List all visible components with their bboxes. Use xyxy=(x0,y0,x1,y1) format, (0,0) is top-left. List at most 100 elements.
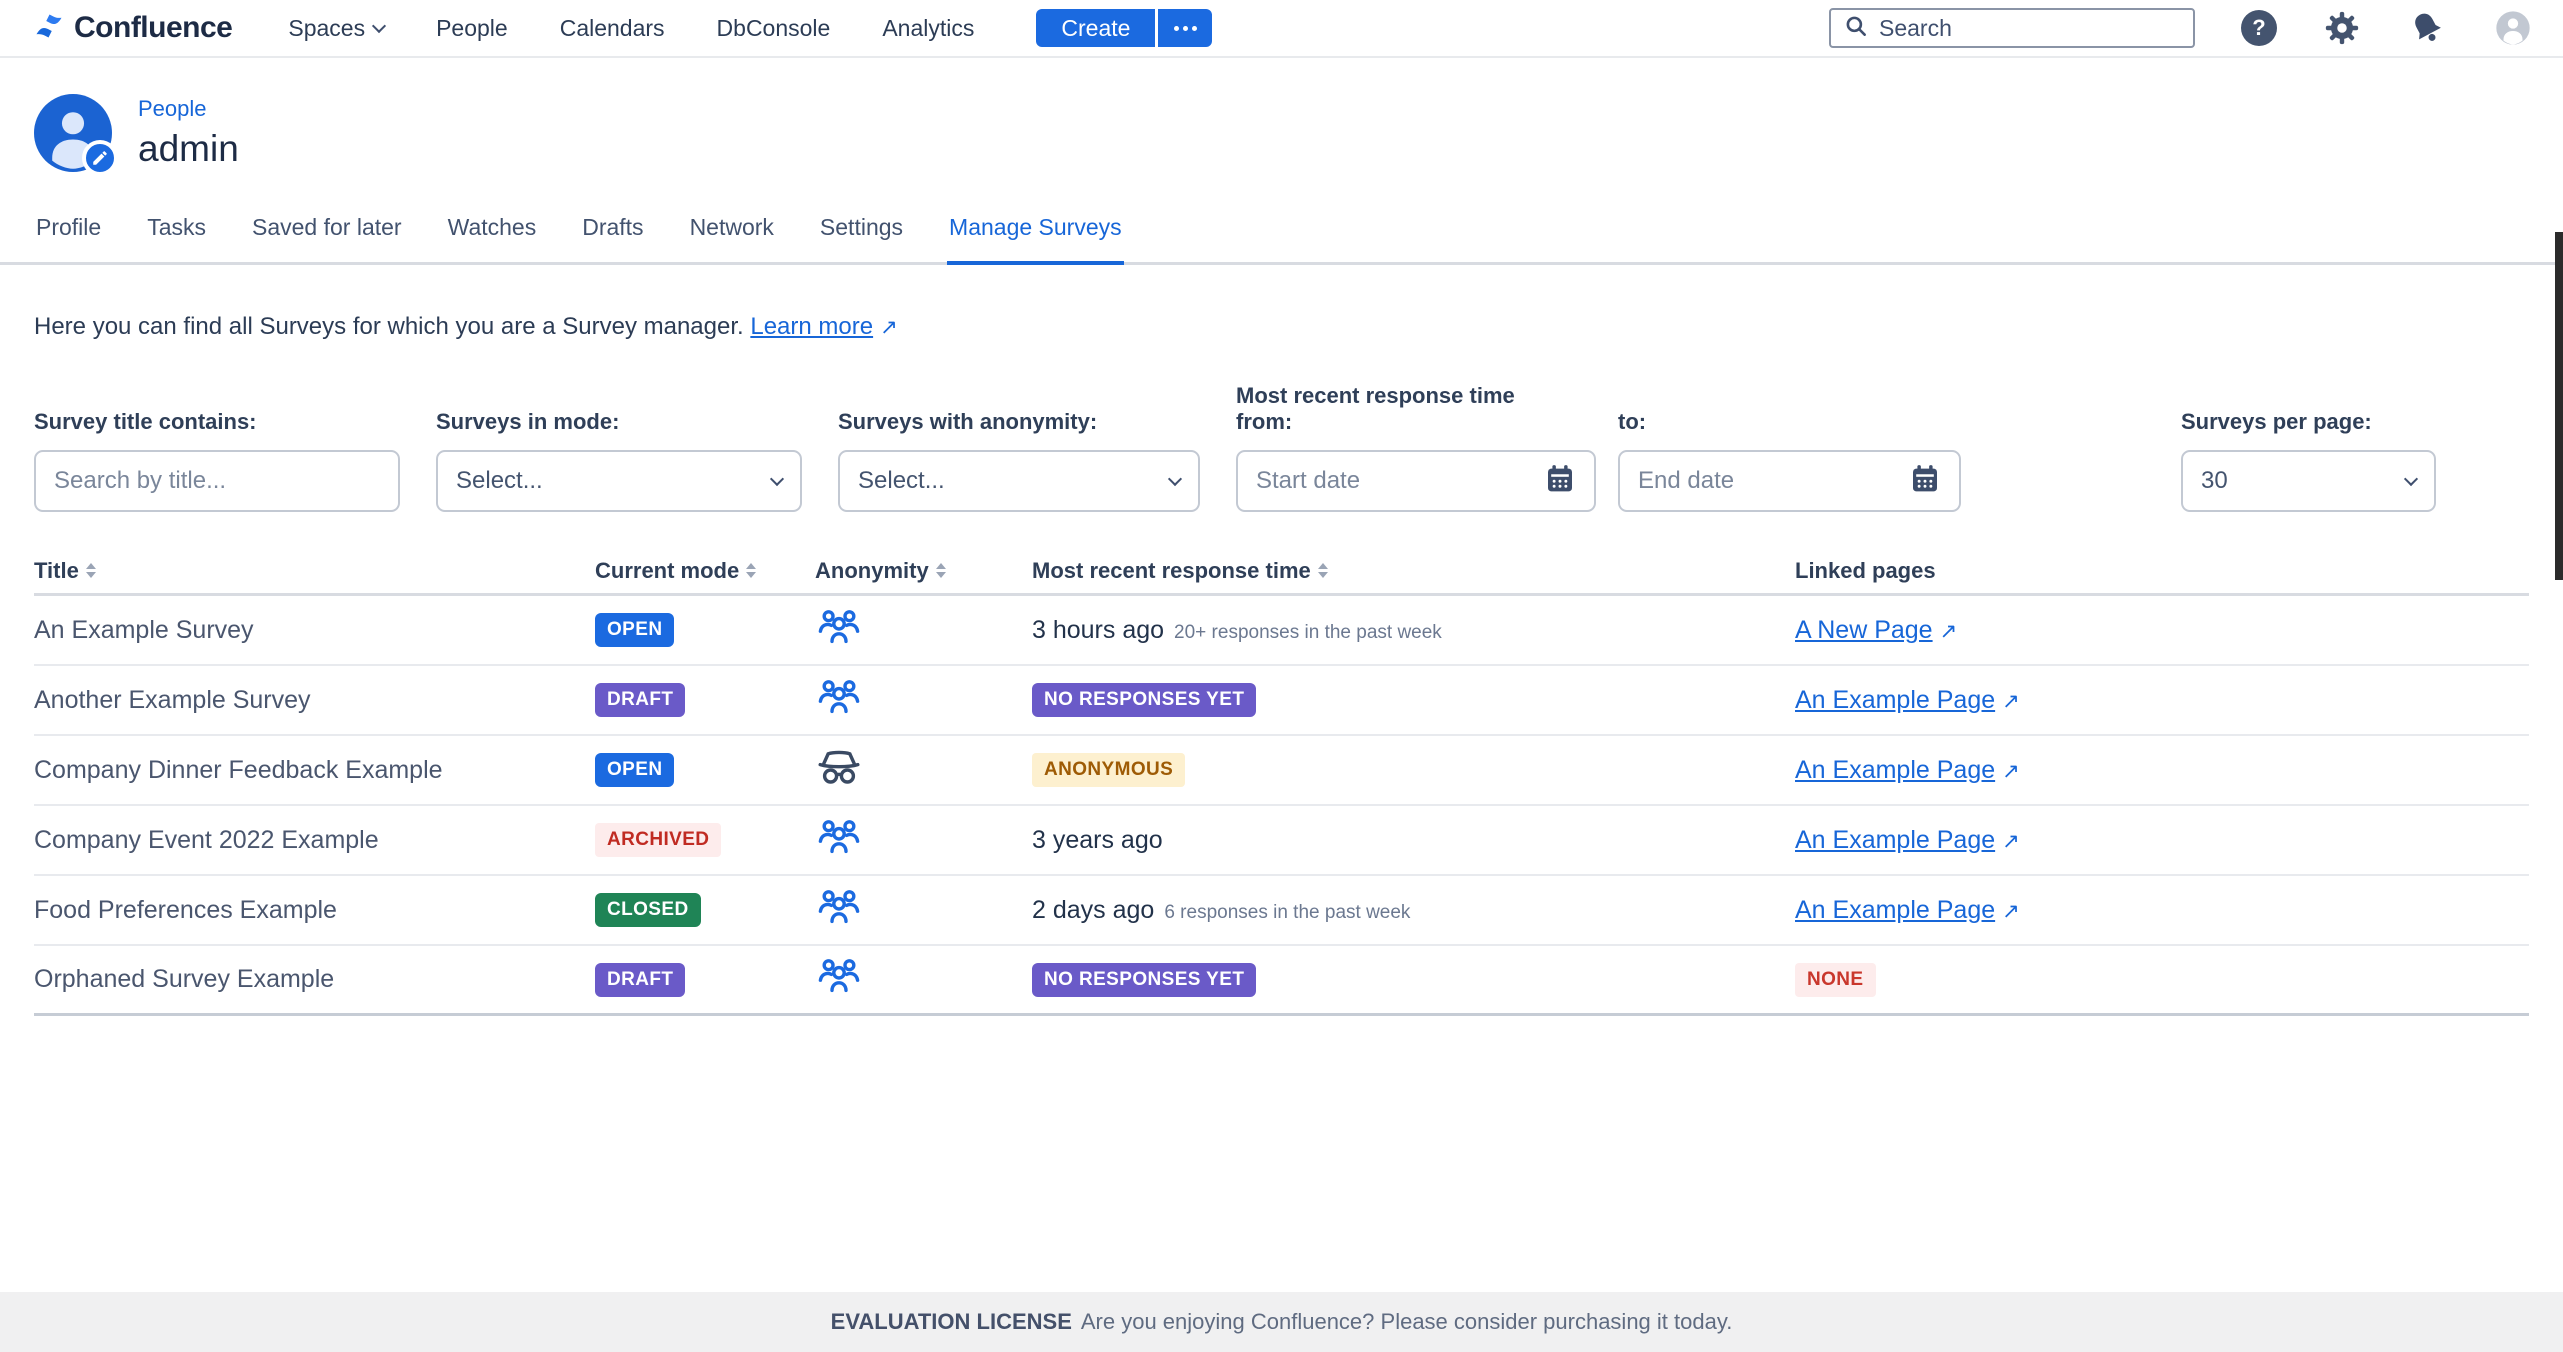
learn-more-link[interactable]: Learn more xyxy=(750,313,874,340)
survey-title: Food Preferences Example xyxy=(34,895,337,924)
survey-title: Orphaned Survey Example xyxy=(34,965,335,993)
filter-label: Surveys with anonymity: xyxy=(838,409,1098,434)
linked-page-link[interactable]: An Example Page xyxy=(1795,685,1996,714)
intro-sentence: Here you can find all Surveys for which … xyxy=(34,313,744,340)
end-date-input[interactable] xyxy=(1638,467,1897,495)
nav-item-dbconsole[interactable]: DbConsole xyxy=(716,14,831,41)
breadcrumb-people-link[interactable]: People xyxy=(138,96,207,121)
nav-item-calendars[interactable]: Calendars xyxy=(559,14,665,41)
notifications-bell-icon[interactable] xyxy=(2407,8,2447,48)
survey-title: Company Event 2022 Example xyxy=(34,825,379,854)
calendar-icon[interactable] xyxy=(1544,462,1576,501)
table-header-row: Title Current mode Anonymity Most recent… xyxy=(34,548,2529,596)
table-row: Orphaned Survey Example DRAFT NO RESPONS… xyxy=(34,946,2529,1016)
end-date-field xyxy=(1618,450,1961,512)
no-linked-page-badge: NONE xyxy=(1795,962,1876,997)
filter-label: from: xyxy=(1236,409,1293,434)
survey-title: An Example Survey xyxy=(34,615,254,644)
brand-name: Confluence xyxy=(74,11,233,44)
anonymity-select[interactable]: Select... xyxy=(838,450,1200,512)
vertical-scrollbar[interactable] xyxy=(2555,232,2563,580)
mode-badge: DRAFT xyxy=(595,683,686,717)
page-title-username: admin xyxy=(138,128,239,169)
response-time-text: 3 years ago xyxy=(1032,825,1163,854)
group-icon xyxy=(815,674,863,727)
sort-icon[interactable] xyxy=(1317,563,1328,578)
top-navigation-bar: Confluence Spaces People Calendars DbCon… xyxy=(0,0,2563,58)
tab-drafts[interactable]: Drafts xyxy=(582,214,644,240)
nav-item-analytics[interactable]: Analytics xyxy=(882,14,975,41)
create-button[interactable]: Create xyxy=(1036,9,1156,47)
per-page-select[interactable]: 30 xyxy=(2181,450,2436,512)
tab-network[interactable]: Network xyxy=(689,214,774,240)
tab-watches[interactable]: Watches xyxy=(447,214,537,240)
create-button-group: Create xyxy=(1036,9,1213,47)
confluence-logo[interactable]: Confluence xyxy=(34,11,233,46)
sort-icon[interactable] xyxy=(746,563,757,578)
filter-label: Survey title contains: xyxy=(34,409,257,434)
tab-profile[interactable]: Profile xyxy=(36,214,102,240)
tab-manage-surveys[interactable]: Manage Surveys xyxy=(947,214,1124,265)
title-search-field xyxy=(34,450,400,512)
tab-tasks[interactable]: Tasks xyxy=(147,214,206,240)
ellipsis-icon xyxy=(1173,25,1197,31)
profile-tabs-bar: Profile Tasks Saved for later Watches Dr… xyxy=(0,214,2563,265)
filter-label: Surveys in mode: xyxy=(436,409,620,434)
external-link-icon: ↗ xyxy=(2002,759,2020,783)
profile-avatar[interactable] xyxy=(34,94,118,176)
filter-mode: Surveys in mode: Select... xyxy=(436,409,802,512)
filter-to-date: to: xyxy=(1618,409,1961,512)
profile-tabs: Profile Tasks Saved for later Watches Dr… xyxy=(34,214,2529,265)
per-page-value: 30 xyxy=(2201,467,2228,494)
group-icon xyxy=(815,884,863,937)
filter-from-date: from: xyxy=(1236,409,1596,512)
table-row: Food Preferences Example CLOSED 2 days a… xyxy=(34,876,2529,946)
global-search[interactable] xyxy=(1829,8,2195,48)
nav-item-spaces[interactable]: Spaces xyxy=(288,15,387,42)
sort-icon[interactable] xyxy=(85,563,96,578)
response-note: 6 responses in the past week xyxy=(1164,901,1411,923)
settings-gear-icon[interactable] xyxy=(2323,9,2361,47)
filter-title-contains: Survey title contains: xyxy=(34,409,400,512)
linked-page-link[interactable]: An Example Page xyxy=(1795,825,1996,854)
user-avatar[interactable] xyxy=(2493,8,2533,48)
column-header-response-time[interactable]: Most recent response time xyxy=(1032,558,1795,584)
table-body: An Example Survey OPEN 3 hours ago 20+ re… xyxy=(34,596,2529,1016)
linked-page-link[interactable]: An Example Page xyxy=(1795,895,1996,924)
mode-badge: OPEN xyxy=(595,613,675,647)
column-header-title[interactable]: Title xyxy=(34,558,595,584)
start-date-input[interactable] xyxy=(1256,467,1532,495)
nav-item-people[interactable]: People xyxy=(436,14,508,41)
external-link-icon: ↗ xyxy=(1939,619,1958,643)
table-row: An Example Survey OPEN 3 hours ago 20+ re… xyxy=(34,596,2529,666)
mode-badge: OPEN xyxy=(595,753,675,787)
edit-avatar-icon[interactable] xyxy=(82,140,118,176)
calendar-icon[interactable] xyxy=(1909,462,1941,501)
license-message: Are you enjoying Confluence? Please cons… xyxy=(1080,1309,1733,1334)
evaluation-license-footer: EVALUATION LICENSE Are you enjoying Conf… xyxy=(0,1292,2563,1352)
column-header-linked-pages: Linked pages xyxy=(1795,557,1936,583)
filter-label: to: xyxy=(1618,409,1647,434)
create-more-button[interactable] xyxy=(1158,9,1213,47)
tab-saved-for-later[interactable]: Saved for later xyxy=(252,214,402,240)
search-input[interactable] xyxy=(1879,14,2181,42)
primary-nav: Spaces People Calendars DbConsole Analyt… xyxy=(288,15,974,42)
group-icon xyxy=(815,814,863,867)
mode-badge: DRAFT xyxy=(595,962,686,997)
table-row: Company Dinner Feedback Example OPEN ANO… xyxy=(34,736,2529,806)
filter-label: Surveys per page: xyxy=(2181,409,2372,434)
column-header-anonymity[interactable]: Anonymity xyxy=(815,558,1032,584)
sort-icon[interactable] xyxy=(935,563,946,578)
response-status-badge: NO RESPONSES YET xyxy=(1032,962,1257,997)
title-search-input[interactable] xyxy=(54,467,380,495)
external-link-icon: ↗ xyxy=(2002,829,2020,853)
mode-select[interactable]: Select... xyxy=(436,450,802,512)
response-time-text: 3 hours ago xyxy=(1032,615,1165,644)
linked-page-link[interactable]: An Example Page xyxy=(1795,755,1996,784)
tab-settings[interactable]: Settings xyxy=(819,214,904,240)
mode-badge: ARCHIVED xyxy=(595,823,722,857)
manage-surveys-panel: Here you can find all Surveys for which … xyxy=(0,265,2563,1292)
linked-page-link[interactable]: A New Page xyxy=(1795,615,1933,644)
help-icon[interactable]: ? xyxy=(2241,10,2277,46)
column-header-current-mode[interactable]: Current mode xyxy=(595,558,815,584)
